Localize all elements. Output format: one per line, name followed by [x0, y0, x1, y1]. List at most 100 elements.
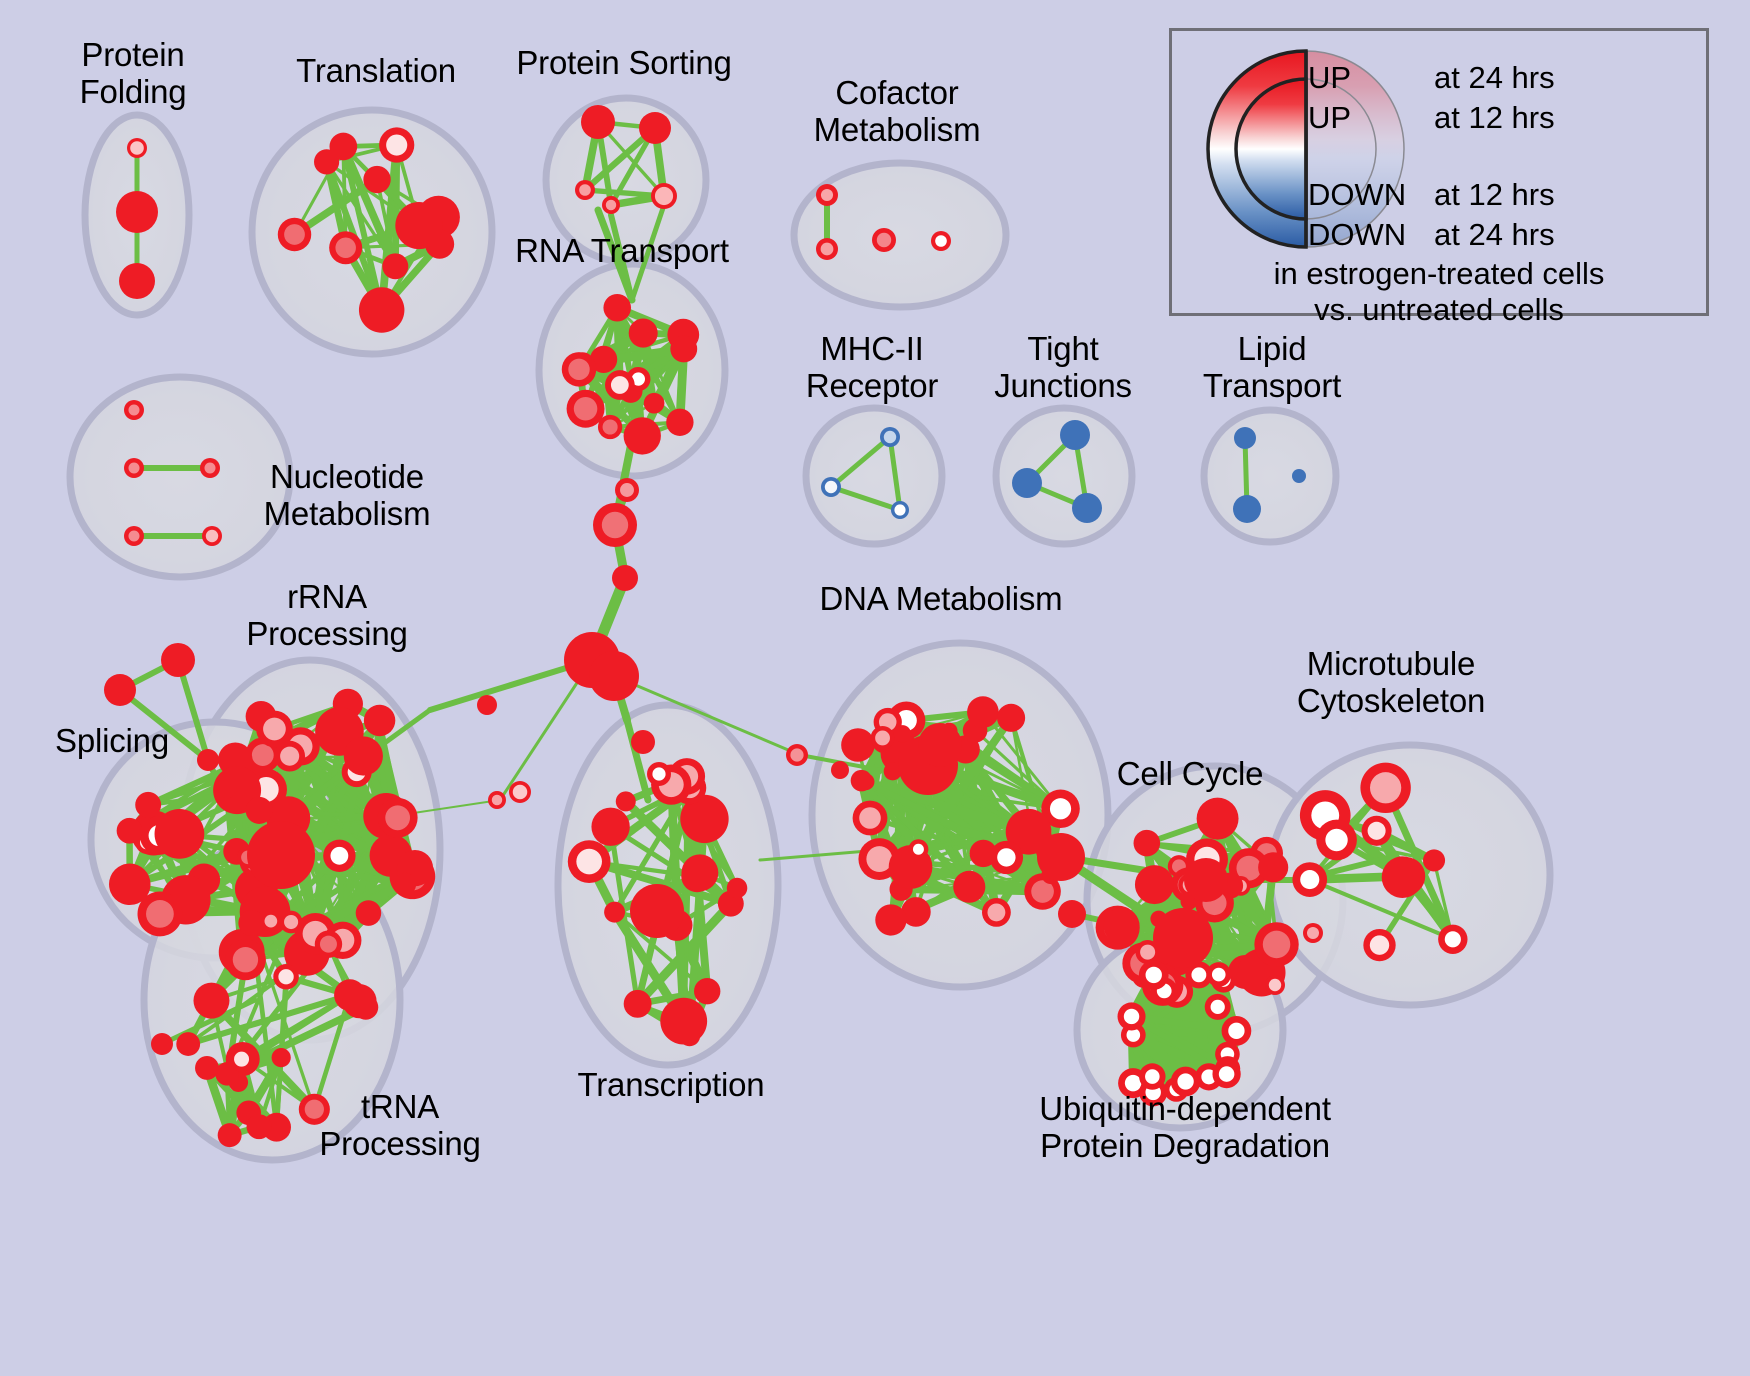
network-edge — [887, 434, 903, 513]
network-node — [509, 781, 531, 803]
network-edge — [1307, 877, 1455, 942]
network-node — [857, 773, 875, 791]
cluster-label-nucleotide-metabolism: Nucleotide Metabolism — [263, 458, 431, 532]
network-node — [647, 762, 671, 786]
network-node — [1133, 829, 1161, 857]
network-node — [997, 703, 1026, 732]
network-node — [605, 370, 635, 400]
network-node — [1292, 469, 1306, 483]
network-node — [197, 749, 219, 771]
network-node — [1153, 908, 1213, 968]
legend-time-up-24: at 24 hrs — [1434, 60, 1555, 95]
network-node — [1060, 420, 1090, 450]
network-edge — [427, 657, 595, 713]
network-node — [593, 503, 637, 547]
network-node — [875, 904, 907, 936]
cluster-label-protein-folding: Protein Folding — [79, 36, 187, 110]
network-edge — [341, 144, 348, 250]
network-node — [589, 651, 639, 701]
network-edge — [175, 657, 211, 763]
network-node — [343, 736, 383, 776]
network-edge — [623, 716, 652, 804]
network-node — [256, 710, 293, 748]
network-node — [1438, 924, 1468, 954]
network-node — [1381, 856, 1424, 899]
network-node — [377, 797, 418, 838]
network-node — [358, 287, 405, 333]
network-node — [1292, 862, 1328, 897]
network-node — [488, 791, 506, 809]
network-node — [786, 744, 808, 766]
network-node — [363, 165, 391, 194]
network-node — [651, 183, 677, 209]
network-node — [195, 1056, 219, 1080]
network-node — [681, 854, 719, 892]
cluster-label-mhc-ii-receptor: MHC-II Receptor — [805, 330, 939, 404]
network-node — [1360, 762, 1411, 813]
network-edge — [828, 434, 893, 490]
network-node — [200, 458, 220, 478]
network-edge — [377, 141, 401, 314]
network-node — [1117, 1002, 1146, 1031]
network-node — [1072, 493, 1102, 523]
network-node — [1005, 808, 1052, 855]
cluster-ellipse-mhc-ii-receptor — [802, 404, 946, 548]
network-node — [323, 839, 356, 872]
network-node — [670, 335, 698, 363]
legend-time-down-12: at 12 hrs — [1434, 177, 1555, 212]
network-node — [116, 817, 143, 844]
network-node — [589, 345, 618, 374]
cluster-ellipse-cofactor-metabolism — [790, 159, 1010, 311]
network-node — [1041, 789, 1080, 829]
network-node — [631, 730, 655, 754]
cluster-label-transcription: Transcription — [577, 1066, 765, 1103]
network-node — [1206, 962, 1232, 987]
network-node — [273, 963, 299, 990]
network-node — [477, 695, 497, 715]
network-node — [329, 231, 363, 265]
network-node — [604, 901, 626, 923]
network-node — [245, 796, 273, 824]
network-node — [603, 293, 632, 322]
cluster-label-splicing: Splicing — [55, 722, 169, 759]
legend-label-up-12: UP — [1308, 100, 1352, 135]
network-node — [615, 478, 639, 502]
network-node — [1233, 495, 1261, 523]
network-node — [567, 840, 611, 883]
network-node — [151, 1033, 173, 1055]
network-node — [363, 704, 396, 737]
network-node — [271, 1048, 291, 1068]
cluster-label-dna-metabolism: DNA Metabolism — [819, 580, 1063, 617]
network-node — [1422, 849, 1446, 872]
network-node — [726, 877, 748, 899]
network-node — [643, 392, 665, 414]
network-node — [279, 910, 303, 934]
cluster-label-protein-sorting: Protein Sorting — [516, 44, 732, 81]
network-node — [246, 1114, 272, 1140]
network-edge — [117, 687, 211, 763]
network-node — [127, 138, 147, 158]
network-node — [395, 201, 443, 250]
network-node — [124, 400, 144, 420]
network-node — [355, 900, 382, 926]
network-edge — [641, 331, 682, 424]
network-node — [1303, 923, 1323, 943]
network-edge — [311, 992, 353, 1112]
cluster-label-lipid-transport: Lipid Transport — [1202, 330, 1342, 404]
network-node — [566, 389, 605, 428]
network-node — [1058, 900, 1086, 928]
network-node — [247, 821, 315, 889]
network-node — [880, 427, 900, 447]
network-node — [119, 263, 155, 299]
network-node — [630, 884, 684, 938]
legend-time-down-24: at 24 hrs — [1434, 217, 1555, 252]
network-node — [908, 839, 929, 860]
legend-panel: UP at 24 hrs UP at 12 hrs DOWN at 12 hrs… — [1169, 28, 1709, 327]
legend-caption-line1: in estrogen-treated cells — [1273, 256, 1605, 291]
network-node — [109, 863, 151, 906]
network-node — [893, 725, 912, 743]
network-node — [202, 526, 222, 546]
network-node — [124, 458, 144, 478]
network-node — [901, 897, 931, 927]
network-node — [816, 184, 838, 206]
